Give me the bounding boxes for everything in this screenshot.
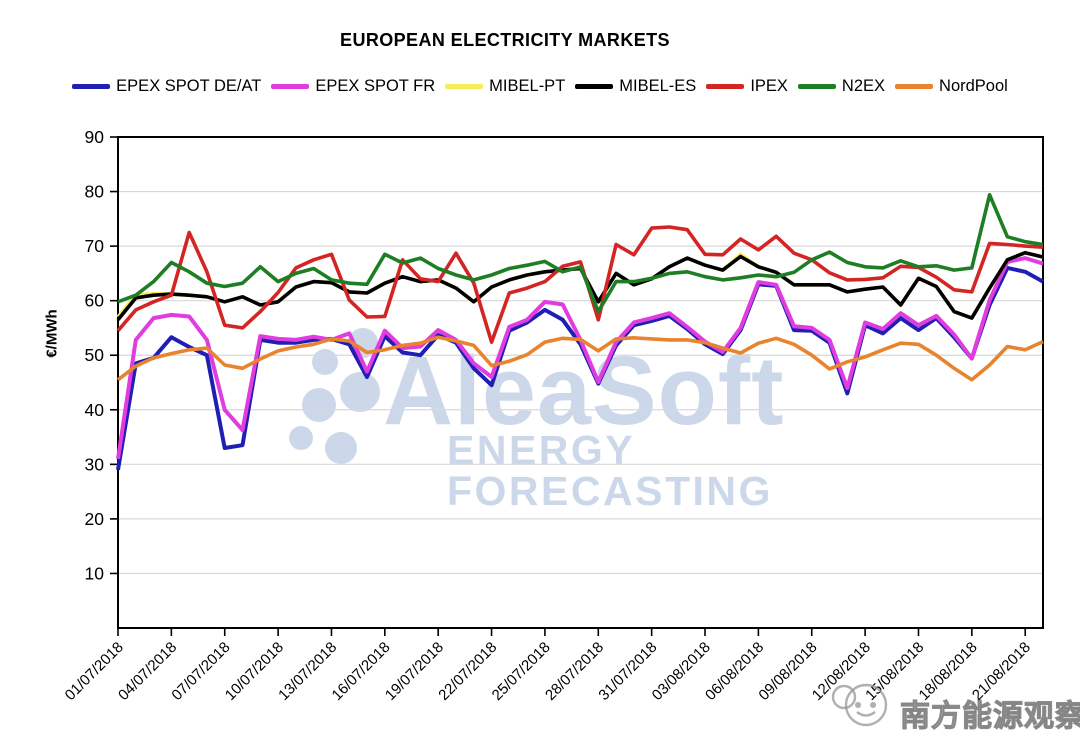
legend-item-epex-spot-de-at: EPEX SPOT DE/AT	[72, 77, 261, 96]
y-tick-label: 40	[85, 400, 105, 420]
legend-swatch-icon	[271, 84, 310, 89]
y-tick-label: 80	[85, 182, 105, 202]
legend-item-epex-spot-fr: EPEX SPOT FR	[271, 77, 435, 96]
legend-swatch-icon	[72, 84, 111, 89]
plot-border	[117, 136, 1044, 629]
aleasoft-watermark-text: AleaSoft	[383, 336, 785, 445]
wechat-face-icon	[831, 683, 888, 727]
legend-swatch-icon	[797, 84, 836, 89]
y-tick-label: 20	[85, 509, 105, 529]
y-tick-label: 10	[85, 563, 105, 583]
legend-item-nordpool: NordPool	[895, 77, 1008, 96]
y-tick-label: 90	[85, 127, 105, 147]
legend-item-n2ex: N2EX	[797, 77, 886, 96]
series-line-epex-spot-fr	[116, 256, 1044, 460]
legend-swatch-icon	[895, 84, 934, 89]
legend-label: EPEX SPOT DE/AT	[116, 77, 262, 95]
y-tick-label: 30	[85, 454, 105, 474]
legend-label: MIBEL-PT	[489, 77, 566, 95]
legend: EPEX SPOT DE/AT EPEX SPOT FR MIBEL-PT MIBEL…	[0, 77, 1080, 96]
energy-forecasting-watermark-text: ENERGY FORECASTING	[447, 427, 773, 514]
legend-label: NordPool	[939, 77, 1008, 95]
series-line-nordpool	[116, 335, 1044, 382]
legend-swatch-icon	[575, 84, 614, 89]
legend-item-ipex: IPEX	[706, 77, 788, 96]
legend-label: EPEX SPOT FR	[315, 77, 436, 95]
corner-watermark: 南方能源观察	[828, 678, 1080, 748]
legend-item-mibel-pt: MIBEL-PT	[445, 77, 565, 96]
series-line-ipex	[116, 225, 1044, 344]
legend-label: IPEX	[750, 77, 788, 95]
corner-watermark-text: 南方能源观察	[899, 699, 1080, 733]
legend-item-mibel-es: MIBEL-ES	[575, 77, 696, 96]
legend-swatch-icon	[445, 84, 484, 89]
legend-label: MIBEL-ES	[619, 77, 697, 95]
y-tick-label: 50	[85, 345, 105, 365]
y-tick-label: 70	[85, 236, 105, 256]
legend-label: N2EX	[841, 77, 886, 95]
series-line-n2ex	[117, 193, 1044, 314]
chart-title: EUROPEAN ELECTRICITY MARKETS	[340, 30, 670, 50]
y-tick-label: 60	[85, 291, 105, 311]
legend-swatch-icon	[706, 84, 745, 89]
